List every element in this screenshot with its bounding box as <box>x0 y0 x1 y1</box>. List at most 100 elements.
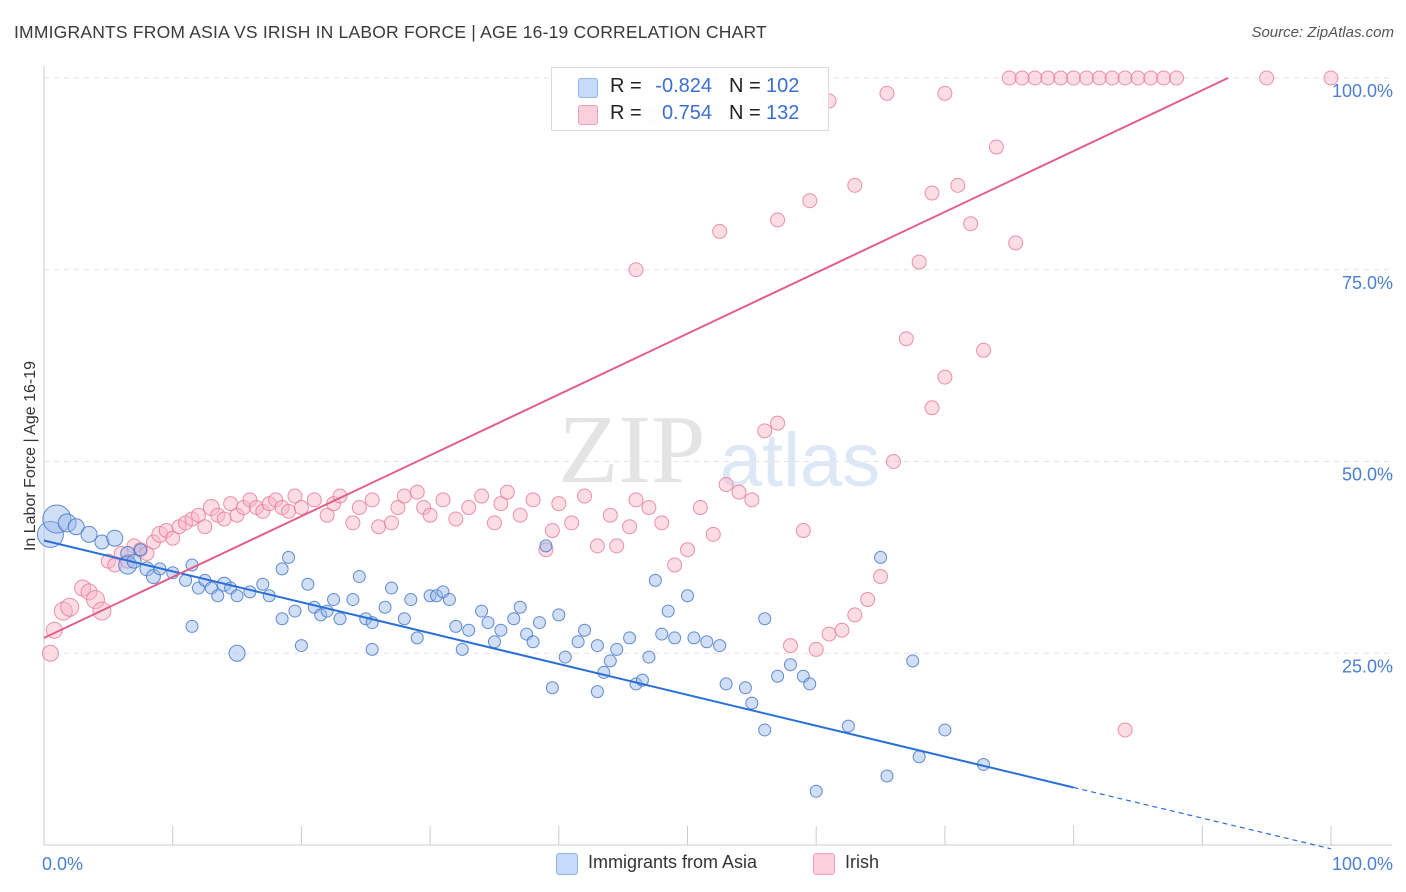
irish-point <box>802 193 818 209</box>
irish-point <box>879 85 895 101</box>
asia-point <box>494 623 508 637</box>
asia-point <box>507 612 521 626</box>
legend-swatch-irish <box>578 105 598 125</box>
irish-point <box>988 139 1004 155</box>
irish-point <box>770 212 786 228</box>
irish-point <box>680 542 695 558</box>
asia-point <box>134 543 148 557</box>
watermark: ZIP atlas <box>559 396 881 504</box>
irish-point <box>364 492 380 508</box>
asia-point <box>487 635 501 649</box>
irish-point <box>255 503 271 519</box>
asia-point <box>475 604 489 618</box>
asia-point <box>758 723 772 737</box>
y-tick-label: 50.0% <box>1342 465 1393 485</box>
legend-r-label: R = <box>610 102 642 124</box>
bottom-legend-swatch-asia <box>556 853 578 875</box>
asia-point <box>352 570 366 584</box>
asia-point <box>230 589 244 603</box>
irish-point <box>351 500 367 516</box>
tick-labels: 25.0% 50.0% 75.0% 100.0% 0.0% 100.0% <box>42 81 1393 874</box>
watermark-atlas: atlas <box>720 418 881 503</box>
asia-point <box>687 631 701 645</box>
irish-point <box>577 488 593 504</box>
irish-point <box>1008 235 1024 251</box>
asia-point <box>404 593 418 607</box>
irish-point <box>474 488 490 504</box>
irish-point <box>371 519 387 535</box>
irish-point <box>628 262 644 278</box>
irish-point <box>1014 70 1030 86</box>
irish-point <box>937 85 953 101</box>
irish-point <box>950 177 966 193</box>
irish-point <box>1078 70 1094 86</box>
irish-point <box>60 597 80 617</box>
asia-point <box>655 627 669 641</box>
asia-point <box>211 589 225 603</box>
legend-r-label: R = <box>610 75 642 97</box>
asia-point <box>275 612 289 626</box>
asia-point <box>294 639 308 653</box>
bottom-legend-label-irish: Irish <box>845 852 880 872</box>
irish-point <box>911 254 927 270</box>
irish-point <box>235 500 251 516</box>
asia-point <box>783 658 797 672</box>
asia-point <box>365 642 379 656</box>
asia-point <box>681 589 694 603</box>
asia-point <box>513 600 527 614</box>
irish-point <box>139 546 155 562</box>
irish-point <box>396 488 412 504</box>
irish-point <box>898 331 914 347</box>
irish-point <box>937 369 953 385</box>
irish-point <box>416 500 432 516</box>
irish-point <box>564 515 580 531</box>
irish-point <box>538 542 554 558</box>
asia-point <box>455 642 469 656</box>
irish-point <box>499 484 515 500</box>
asia-point <box>539 539 553 553</box>
asia-point <box>462 623 476 637</box>
irish-point <box>1143 70 1159 86</box>
axes <box>43 66 1392 846</box>
asia-point <box>301 577 315 591</box>
asia-point <box>481 616 495 630</box>
irish-point <box>712 223 728 239</box>
irish-point <box>860 592 876 608</box>
irish-point <box>41 644 59 662</box>
legend-r-value: 0.754 <box>661 102 712 124</box>
irish-point <box>1169 70 1185 86</box>
asia-point <box>256 577 270 591</box>
asia-point <box>545 681 559 695</box>
irish-point <box>512 507 528 523</box>
irish-point <box>782 638 798 654</box>
irish-point <box>609 538 625 554</box>
asia-point <box>610 642 624 656</box>
asia-point <box>333 612 347 626</box>
asia-point <box>938 723 952 737</box>
asia-point <box>288 604 302 618</box>
y-axis-label: In Labor Force | Age 16-19 <box>22 361 39 551</box>
legend-n-label: N = <box>729 102 761 124</box>
stats-legend: R = -0.824 N = 102 R = 0.754 N = 132 <box>551 67 829 131</box>
asia-point <box>713 639 727 653</box>
y-tick-label: 75.0% <box>1342 273 1393 293</box>
asia-point <box>430 589 444 603</box>
irish-point <box>216 511 232 527</box>
irish-point <box>847 607 863 623</box>
irish-point <box>383 515 399 531</box>
irish-point <box>544 523 560 539</box>
legend-n-value: 102 <box>766 75 800 97</box>
asia-point <box>571 635 585 649</box>
irish-point <box>1066 70 1082 86</box>
irish-point <box>924 185 940 201</box>
asia-point <box>346 593 360 607</box>
irish-point <box>885 454 901 469</box>
asia-point <box>275 562 289 576</box>
irish-point <box>390 500 406 516</box>
asia-point <box>282 550 296 564</box>
irish-point <box>242 492 258 508</box>
asia-point <box>771 669 785 683</box>
asia-point <box>648 573 662 587</box>
irish-point <box>1323 70 1339 86</box>
